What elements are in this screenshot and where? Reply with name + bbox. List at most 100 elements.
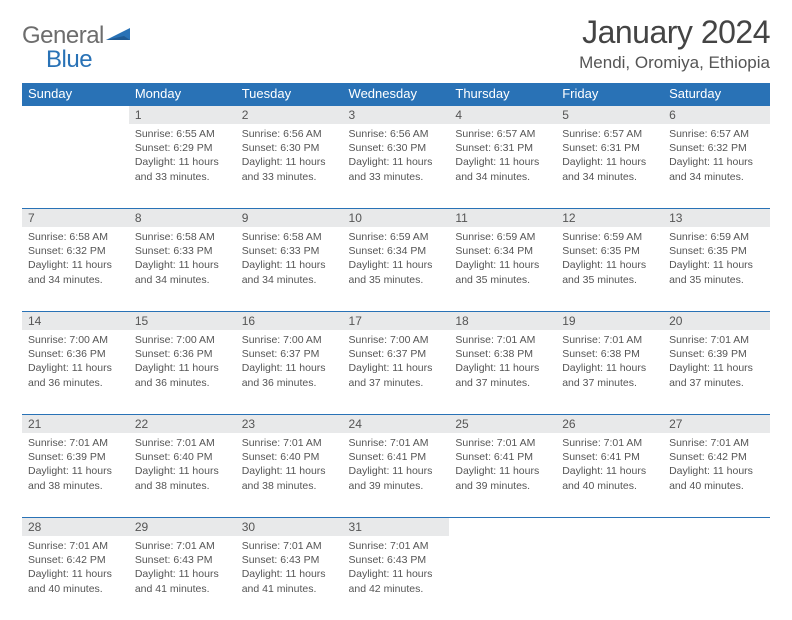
sunrise-text: Sunrise: 6:55 AM	[135, 127, 230, 141]
sunset-text: Sunset: 6:43 PM	[135, 553, 230, 567]
day-body-cell: Sunrise: 7:01 AMSunset: 6:40 PMDaylight:…	[129, 433, 236, 517]
day-number-cell	[22, 105, 129, 124]
daylight-text: Daylight: 11 hours and 35 minutes.	[455, 258, 550, 286]
day-number-cell: 16	[236, 311, 343, 330]
sunrise-text: Sunrise: 7:01 AM	[669, 333, 764, 347]
location-subtitle: Mendi, Oromiya, Ethiopia	[579, 53, 770, 73]
sunset-text: Sunset: 6:34 PM	[349, 244, 444, 258]
daylight-text: Daylight: 11 hours and 34 minutes.	[242, 258, 337, 286]
day-body-cell	[663, 536, 770, 620]
day-body-cell: Sunrise: 7:00 AMSunset: 6:36 PMDaylight:…	[129, 330, 236, 414]
day-number: 14	[22, 311, 129, 330]
day-body: Sunrise: 6:57 AMSunset: 6:31 PMDaylight:…	[556, 124, 663, 190]
day-number-cell: 22	[129, 414, 236, 433]
day-number: 13	[663, 208, 770, 227]
sunset-text: Sunset: 6:40 PM	[135, 450, 230, 464]
sunrise-text: Sunrise: 6:59 AM	[669, 230, 764, 244]
sunrise-text: Sunrise: 7:01 AM	[28, 436, 123, 450]
day-number-cell: 3	[343, 105, 450, 124]
day-body: Sunrise: 7:00 AMSunset: 6:37 PMDaylight:…	[236, 330, 343, 396]
sunrise-text: Sunrise: 6:59 AM	[455, 230, 550, 244]
sunrise-text: Sunrise: 7:01 AM	[455, 333, 550, 347]
daynum-row: 21222324252627	[22, 414, 770, 433]
daynum-row: 28293031	[22, 517, 770, 536]
day-body	[449, 536, 556, 545]
day-body-cell: Sunrise: 6:57 AMSunset: 6:32 PMDaylight:…	[663, 124, 770, 208]
day-body-cell: Sunrise: 6:55 AMSunset: 6:29 PMDaylight:…	[129, 124, 236, 208]
day-body-cell: Sunrise: 7:01 AMSunset: 6:38 PMDaylight:…	[449, 330, 556, 414]
day-number: 2	[236, 105, 343, 124]
daylight-text: Daylight: 11 hours and 35 minutes.	[669, 258, 764, 286]
day-body-cell: Sunrise: 6:58 AMSunset: 6:33 PMDaylight:…	[129, 227, 236, 311]
daylight-text: Daylight: 11 hours and 40 minutes.	[28, 567, 123, 595]
sunset-text: Sunset: 6:32 PM	[28, 244, 123, 258]
sunset-text: Sunset: 6:33 PM	[242, 244, 337, 258]
day-body: Sunrise: 7:01 AMSunset: 6:42 PMDaylight:…	[663, 433, 770, 499]
day-number: 4	[449, 105, 556, 124]
sunrise-text: Sunrise: 7:01 AM	[242, 436, 337, 450]
sunset-text: Sunset: 6:33 PM	[135, 244, 230, 258]
day-body-cell: Sunrise: 7:01 AMSunset: 6:41 PMDaylight:…	[343, 433, 450, 517]
day-number-cell: 24	[343, 414, 450, 433]
day-number-cell: 12	[556, 208, 663, 227]
daylight-text: Daylight: 11 hours and 33 minutes.	[242, 155, 337, 183]
daylight-text: Daylight: 11 hours and 34 minutes.	[669, 155, 764, 183]
day-number: 27	[663, 414, 770, 433]
daylight-text: Daylight: 11 hours and 36 minutes.	[242, 361, 337, 389]
day-body-cell: Sunrise: 7:01 AMSunset: 6:42 PMDaylight:…	[663, 433, 770, 517]
day-body-cell: Sunrise: 6:58 AMSunset: 6:32 PMDaylight:…	[22, 227, 129, 311]
day-number-cell	[663, 517, 770, 536]
weekday-header: Saturday	[663, 83, 770, 105]
day-body: Sunrise: 7:01 AMSunset: 6:38 PMDaylight:…	[556, 330, 663, 396]
day-body: Sunrise: 7:01 AMSunset: 6:41 PMDaylight:…	[449, 433, 556, 499]
sunset-text: Sunset: 6:40 PM	[242, 450, 337, 464]
day-number: 29	[129, 517, 236, 536]
day-number-cell: 5	[556, 105, 663, 124]
day-number-cell: 25	[449, 414, 556, 433]
daybody-row: Sunrise: 7:01 AMSunset: 6:42 PMDaylight:…	[22, 536, 770, 620]
day-number: 3	[343, 105, 450, 124]
calendar-body: 123456Sunrise: 6:55 AMSunset: 6:29 PMDay…	[22, 105, 770, 620]
day-number: 19	[556, 311, 663, 330]
daylight-text: Daylight: 11 hours and 36 minutes.	[135, 361, 230, 389]
day-body: Sunrise: 6:58 AMSunset: 6:33 PMDaylight:…	[129, 227, 236, 293]
daylight-text: Daylight: 11 hours and 35 minutes.	[562, 258, 657, 286]
daylight-text: Daylight: 11 hours and 40 minutes.	[669, 464, 764, 492]
sunrise-text: Sunrise: 6:58 AM	[28, 230, 123, 244]
sunset-text: Sunset: 6:30 PM	[349, 141, 444, 155]
sunrise-text: Sunrise: 6:57 AM	[562, 127, 657, 141]
daylight-text: Daylight: 11 hours and 34 minutes.	[562, 155, 657, 183]
daynum-row: 14151617181920	[22, 311, 770, 330]
sunset-text: Sunset: 6:42 PM	[669, 450, 764, 464]
sunset-text: Sunset: 6:35 PM	[669, 244, 764, 258]
day-number-cell: 29	[129, 517, 236, 536]
logo-text-blue: Blue	[46, 46, 92, 74]
day-body: Sunrise: 7:00 AMSunset: 6:37 PMDaylight:…	[343, 330, 450, 396]
day-body-cell: Sunrise: 7:00 AMSunset: 6:37 PMDaylight:…	[343, 330, 450, 414]
day-number-cell: 9	[236, 208, 343, 227]
day-number-cell: 27	[663, 414, 770, 433]
day-body: Sunrise: 7:00 AMSunset: 6:36 PMDaylight:…	[129, 330, 236, 396]
day-body-cell: Sunrise: 6:59 AMSunset: 6:35 PMDaylight:…	[663, 227, 770, 311]
sunset-text: Sunset: 6:37 PM	[349, 347, 444, 361]
daybody-row: Sunrise: 7:00 AMSunset: 6:36 PMDaylight:…	[22, 330, 770, 414]
sunset-text: Sunset: 6:38 PM	[455, 347, 550, 361]
daylight-text: Daylight: 11 hours and 37 minutes.	[562, 361, 657, 389]
sunrise-text: Sunrise: 7:01 AM	[349, 539, 444, 553]
weekday-header: Friday	[556, 83, 663, 105]
sunrise-text: Sunrise: 6:57 AM	[669, 127, 764, 141]
day-body-cell: Sunrise: 7:00 AMSunset: 6:36 PMDaylight:…	[22, 330, 129, 414]
weekday-header: Wednesday	[343, 83, 450, 105]
day-number: 26	[556, 414, 663, 433]
daylight-text: Daylight: 11 hours and 39 minutes.	[349, 464, 444, 492]
day-body: Sunrise: 6:59 AMSunset: 6:34 PMDaylight:…	[449, 227, 556, 293]
day-body-cell: Sunrise: 7:01 AMSunset: 6:38 PMDaylight:…	[556, 330, 663, 414]
daylight-text: Daylight: 11 hours and 34 minutes.	[135, 258, 230, 286]
day-number	[663, 517, 770, 536]
day-body-cell: Sunrise: 6:57 AMSunset: 6:31 PMDaylight:…	[449, 124, 556, 208]
day-body: Sunrise: 6:57 AMSunset: 6:32 PMDaylight:…	[663, 124, 770, 190]
sunrise-text: Sunrise: 6:56 AM	[242, 127, 337, 141]
day-number: 9	[236, 208, 343, 227]
day-number: 30	[236, 517, 343, 536]
daylight-text: Daylight: 11 hours and 41 minutes.	[242, 567, 337, 595]
